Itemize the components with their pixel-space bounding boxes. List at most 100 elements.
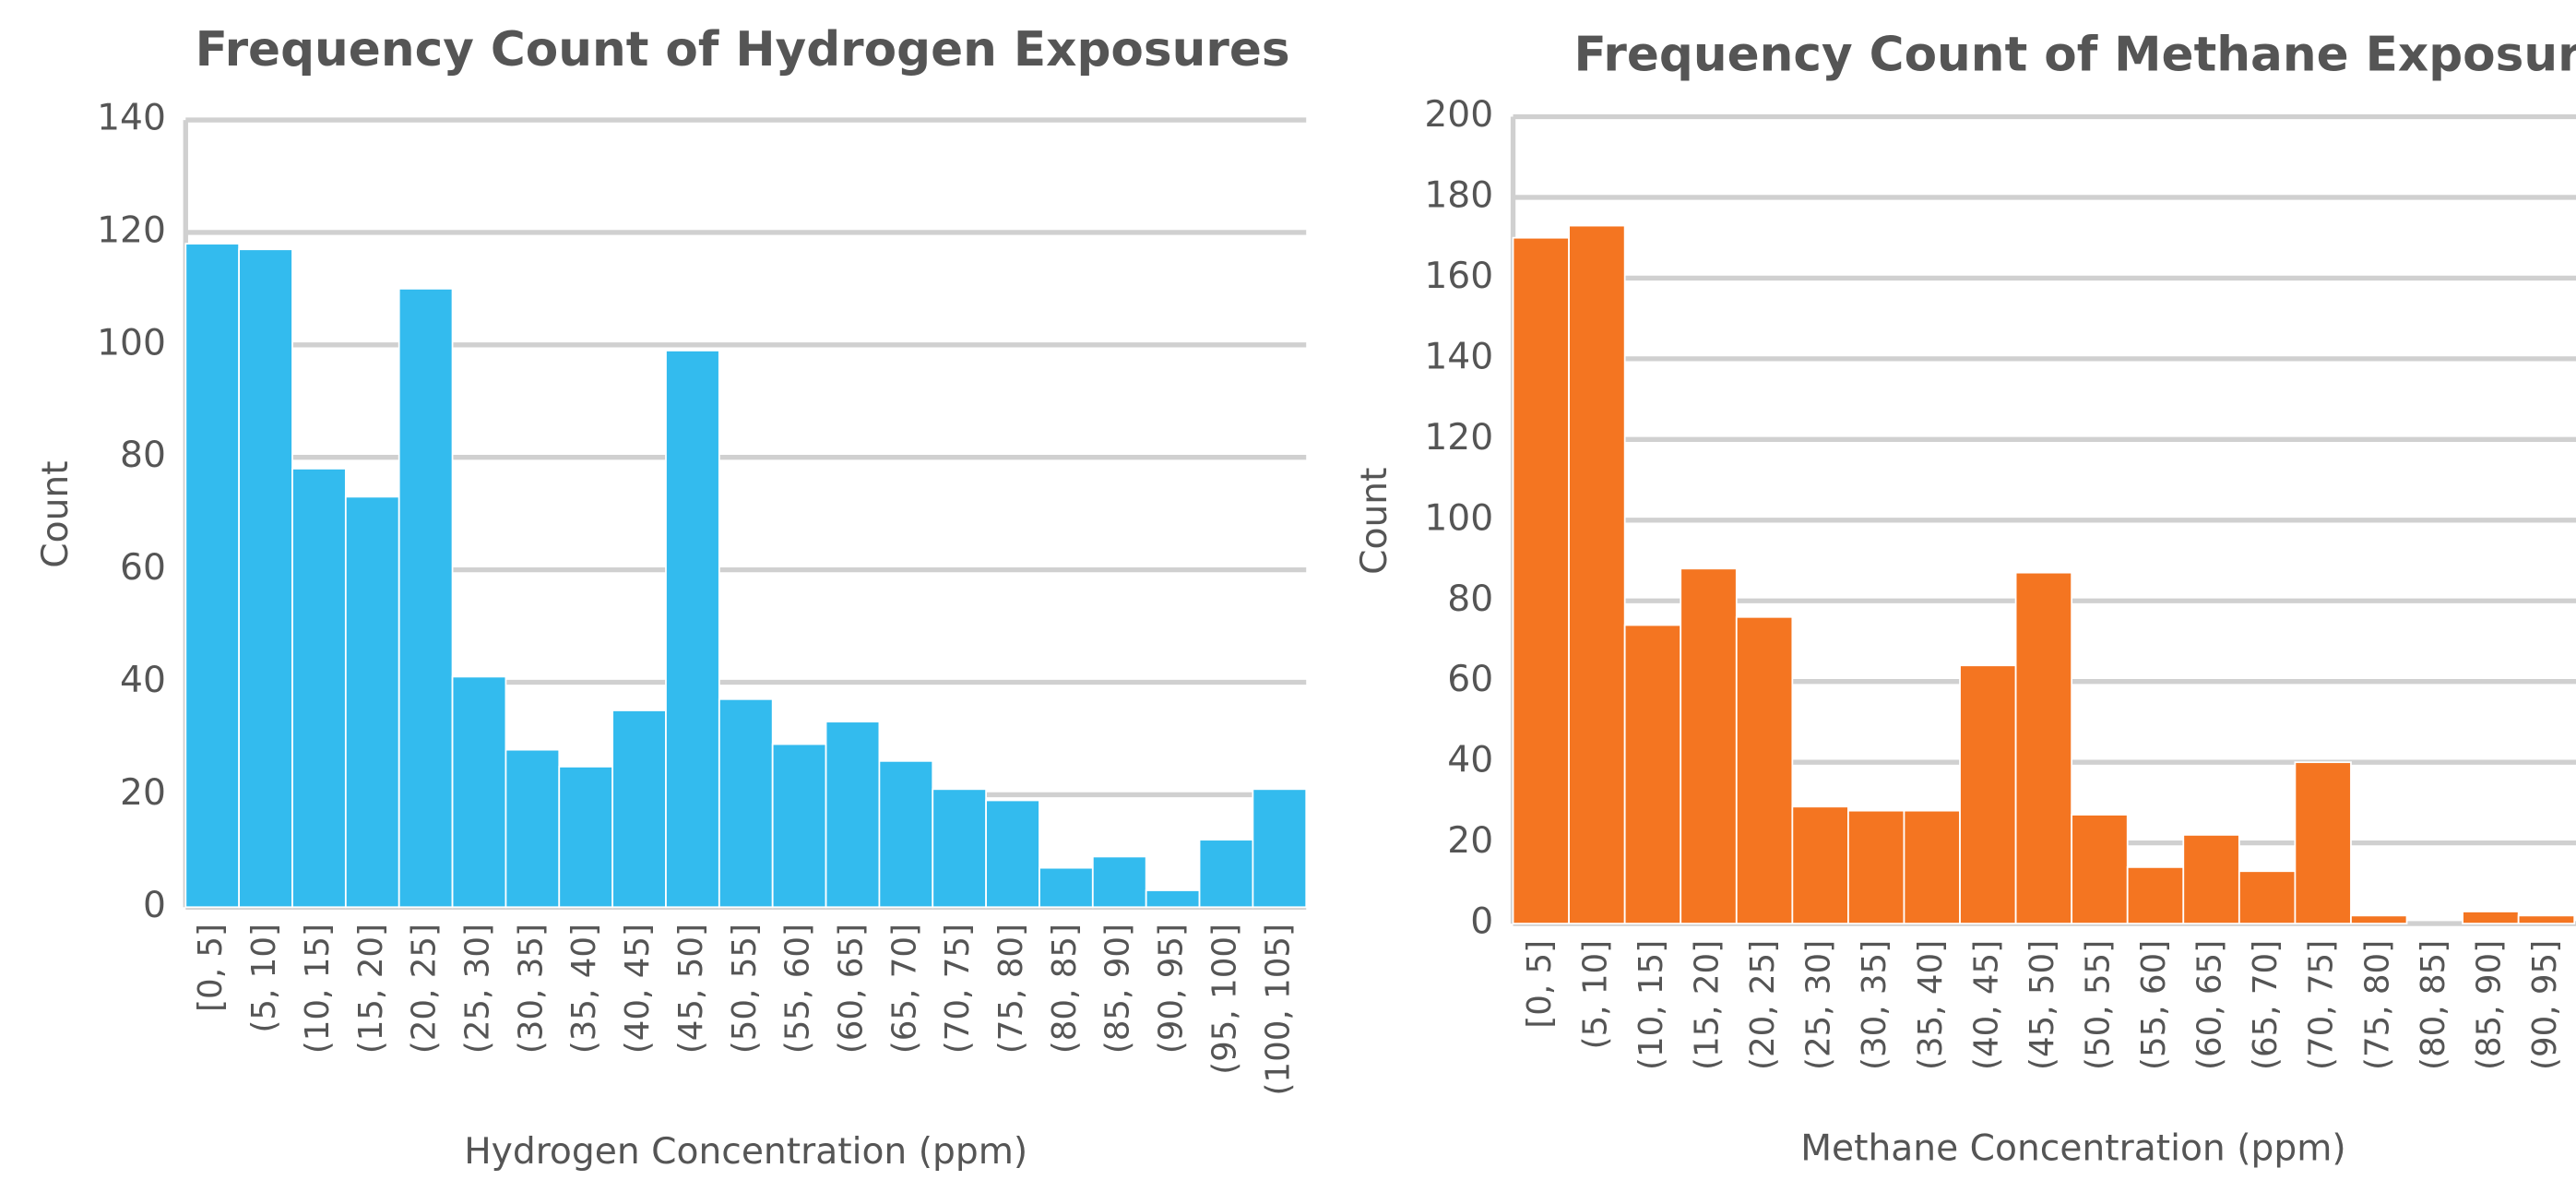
- bar: [1145, 889, 1201, 909]
- y-tick-label: 180: [1424, 174, 1493, 216]
- x-tick-label: (80, 85]: [1046, 924, 1084, 1054]
- x-tick-label: (15, 20]: [1689, 940, 1727, 1070]
- bar: [2462, 911, 2520, 924]
- bar: [344, 495, 400, 909]
- bar: [1198, 839, 1254, 909]
- x-tick-label: [0, 5]: [1521, 940, 1559, 1029]
- x-tick-label: (15, 20]: [352, 924, 390, 1054]
- x-tick-label: (90, 95]: [1153, 924, 1191, 1054]
- x-axis-title: Hydrogen Concentration (ppm): [464, 1131, 1027, 1173]
- y-tick-label: 100: [97, 322, 166, 364]
- bar: [558, 766, 614, 909]
- x-tick-label: (25, 30]: [1800, 940, 1838, 1070]
- x-tick-label: (55, 60]: [779, 924, 817, 1054]
- x-tick-label: (25, 30]: [458, 924, 496, 1054]
- x-tick-label: (100, 105]: [1259, 924, 1297, 1095]
- y-tick-label: 40: [120, 660, 166, 701]
- y-tick-label: 20: [120, 772, 166, 814]
- x-tick-label: (90, 95]: [2526, 940, 2564, 1070]
- bar: [2014, 571, 2073, 924]
- bar: [1791, 805, 1849, 924]
- y-tick-label: 200: [1424, 94, 1493, 136]
- y-tick-label: 60: [120, 547, 166, 589]
- bar: [825, 721, 881, 909]
- chart-title: Frequency Count of Hydrogen Exposures: [196, 22, 1290, 77]
- x-tick-label: (20, 25]: [1744, 940, 1782, 1070]
- bar: [451, 675, 507, 909]
- y-tick-label: 140: [97, 98, 166, 139]
- bar: [878, 759, 934, 909]
- bar: [1091, 855, 1147, 909]
- bar: [291, 468, 347, 909]
- x-tick-label: (45, 50]: [2024, 940, 2061, 1070]
- x-tick-label: (70, 75]: [939, 924, 977, 1054]
- x-tick-label: (60, 65]: [832, 924, 870, 1054]
- chart-title: Frequency Count of Methane Exposures: [1573, 27, 2576, 82]
- bar: [2294, 761, 2352, 924]
- x-tick-label: (40, 45]: [1967, 940, 2005, 1070]
- x-tick-label: (35, 40]: [1912, 940, 1950, 1070]
- y-tick-label: 40: [1447, 740, 1493, 781]
- y-tick-label: 120: [97, 209, 166, 251]
- bar: [1680, 567, 1738, 924]
- x-tick-label: (10, 15]: [299, 924, 337, 1054]
- x-tick-label: (30, 35]: [1856, 940, 1893, 1070]
- bar: [184, 243, 241, 909]
- y-tick-label: 100: [1424, 497, 1493, 539]
- x-tick-label: (35, 40]: [565, 924, 603, 1054]
- x-tick-label: [0, 5]: [192, 924, 230, 1012]
- y-tick-label: 80: [120, 435, 166, 476]
- y-tick-label: 0: [143, 885, 166, 926]
- bar: [1959, 664, 2017, 924]
- x-tick-label: (65, 70]: [2247, 940, 2285, 1070]
- x-tick-label: (60, 65]: [2191, 940, 2229, 1070]
- bar: [932, 788, 987, 909]
- y-tick-label: 60: [1447, 659, 1493, 700]
- y-tick-label: 0: [1470, 901, 1493, 943]
- bar: [238, 248, 293, 909]
- bar: [2071, 814, 2129, 924]
- x-tick-label: (20, 25]: [406, 924, 444, 1054]
- bar: [985, 799, 1040, 909]
- x-axis-title: Methane Concentration (ppm): [1800, 1127, 2345, 1169]
- bar: [1847, 809, 1905, 924]
- bar: [2182, 833, 2240, 924]
- x-tick-label: (70, 75]: [2303, 940, 2341, 1070]
- y-tick-label: 120: [1424, 417, 1493, 459]
- x-tick-label: (80, 85]: [2415, 940, 2452, 1070]
- bar: [665, 350, 720, 909]
- bar: [398, 288, 454, 909]
- bar: [2126, 865, 2185, 924]
- x-tick-label: (85, 90]: [1099, 924, 1137, 1054]
- x-tick-label: (55, 60]: [2135, 940, 2173, 1070]
- bar: [718, 697, 774, 909]
- y-axis-title: Count: [35, 460, 77, 567]
- y-tick-label: 140: [1424, 336, 1493, 377]
- x-tick-label: (30, 35]: [512, 924, 550, 1054]
- bar: [1903, 809, 1961, 924]
- bar: [1512, 236, 1570, 924]
- x-tick-label: (50, 55]: [2079, 940, 2117, 1070]
- bar: [2350, 914, 2408, 924]
- x-tick-label: (75, 80]: [992, 924, 1030, 1054]
- bar: [2238, 870, 2297, 924]
- x-tick-label: (40, 45]: [619, 924, 657, 1054]
- bar: [771, 743, 827, 909]
- x-tick-label: (5, 10]: [245, 924, 283, 1032]
- x-tick-label: (50, 55]: [726, 924, 764, 1054]
- x-tick-label: (5, 10]: [1576, 940, 1614, 1049]
- y-tick-label: 20: [1447, 820, 1493, 862]
- bar: [611, 709, 667, 909]
- x-tick-label: (10, 15]: [1632, 940, 1670, 1070]
- y-tick-label: 80: [1447, 578, 1493, 620]
- bar: [1568, 224, 1626, 924]
- bar: [1623, 624, 1682, 924]
- y-tick-label: 160: [1424, 256, 1493, 297]
- x-tick-label: (85, 90]: [2470, 940, 2508, 1070]
- x-tick-label: (95, 100]: [1205, 924, 1243, 1075]
- bar: [2517, 914, 2576, 924]
- bar: [1252, 788, 1308, 909]
- x-tick-label: (65, 70]: [885, 924, 923, 1054]
